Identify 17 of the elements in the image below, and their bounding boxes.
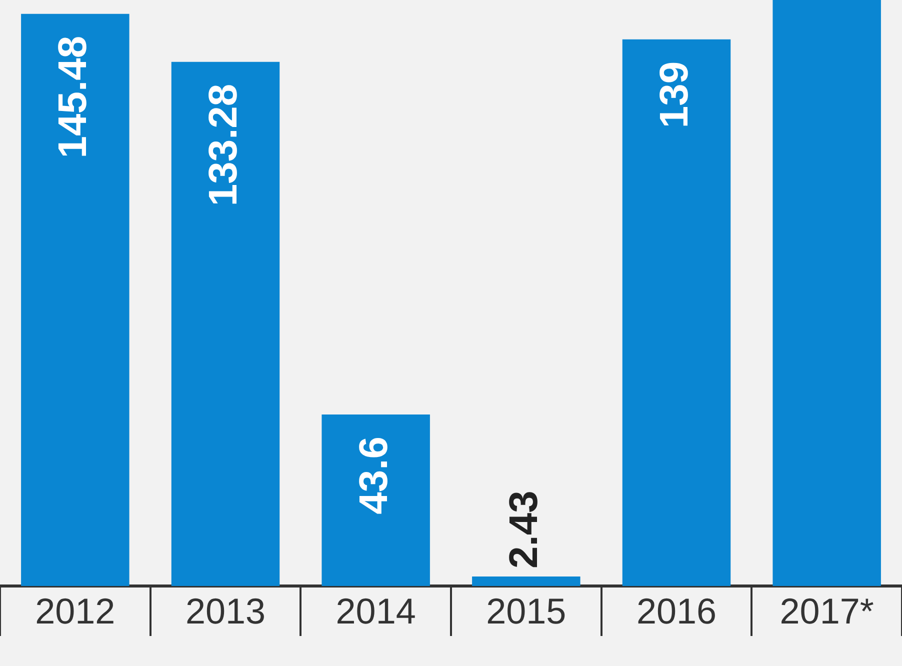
x-tick-label: 2012 [35,590,116,632]
data-label: 2.43 [502,490,546,568]
bar [622,39,731,586]
x-tick-label: 2016 [636,590,717,632]
x-tick-label: 2017* [780,590,874,632]
data-label: 139 [652,61,697,128]
bar [472,576,580,586]
data-label: 43.6 [352,436,396,514]
bar [21,14,130,586]
bar [772,0,881,586]
data-label: 133.28 [202,84,246,206]
x-tick-label: 2014 [336,590,416,632]
data-label: 145.48 [51,36,96,158]
x-tick-label: 2013 [185,590,266,632]
x-tick-label: 2015 [486,590,566,632]
bar [171,62,280,586]
bar [322,414,430,586]
